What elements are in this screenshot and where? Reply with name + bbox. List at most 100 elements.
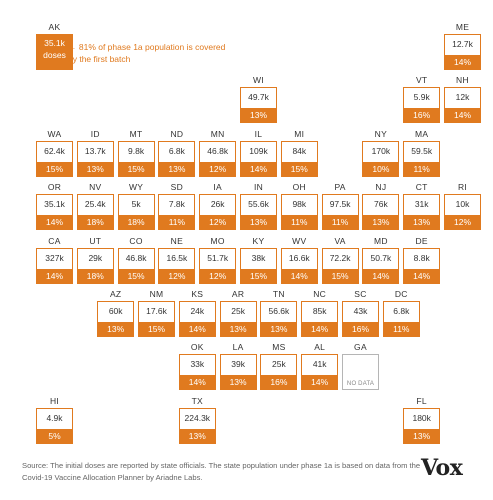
state-abbr-ne: NE bbox=[170, 235, 184, 246]
state-pct-ky: 15% bbox=[241, 268, 276, 283]
state-abbr-wa: WA bbox=[47, 128, 62, 139]
state-doses-hi: 4.9k bbox=[46, 412, 63, 423]
state-pct-pa: 11% bbox=[322, 215, 358, 230]
state-doses-az: 60k bbox=[108, 306, 123, 316]
state-abbr-nv: NV bbox=[89, 182, 102, 193]
state-doses-oh: 98k bbox=[292, 199, 307, 210]
state-abbr-ok: OK bbox=[190, 342, 204, 353]
state-doses-ky: 38k bbox=[251, 252, 266, 263]
state-doses-nd: 6.8k bbox=[168, 145, 185, 156]
state-doses-co: 46.8k bbox=[125, 252, 147, 263]
no-data-label: NO DATA bbox=[346, 381, 375, 388]
state-pct-vt: 16% bbox=[404, 108, 440, 123]
state-box-va: 72.2k 15% bbox=[321, 247, 359, 284]
state-abbr-wi: WI bbox=[253, 75, 264, 86]
state-abbr-fl: FL bbox=[416, 395, 427, 406]
state-abbr-nj: NJ bbox=[375, 182, 387, 193]
state-abbr-ca: CA bbox=[48, 235, 61, 246]
state-abbr-or: OR bbox=[47, 182, 62, 193]
state-abbr-mo: MO bbox=[210, 235, 225, 246]
state-abbr-md: MD bbox=[373, 235, 388, 246]
state-box-ca: 327k 14% bbox=[36, 247, 73, 284]
state-doses-in: 55.6k bbox=[248, 199, 269, 210]
state-doses-ct: 31k bbox=[414, 199, 429, 210]
state-pct-nh: 14% bbox=[445, 108, 480, 123]
state-box-wa: 62.4k 15% bbox=[36, 140, 73, 177]
state-doses-me: 12.7k bbox=[452, 39, 473, 49]
state-box-nd: 6.8k 13% bbox=[158, 140, 196, 177]
state-pct-mt: 15% bbox=[118, 161, 154, 176]
state-pct-wa: 15% bbox=[37, 161, 72, 176]
state-box-la: 39k 13% bbox=[219, 354, 257, 391]
state-box-sd: 7.8k 11% bbox=[158, 194, 196, 231]
state-abbr-ky: KY bbox=[252, 235, 265, 246]
state-box-ga: NO DATA bbox=[342, 354, 379, 391]
state-doses-va: 72.2k bbox=[329, 252, 351, 263]
state-doses-la: 39k bbox=[231, 359, 245, 370]
state-abbr-ri: RI bbox=[457, 182, 468, 193]
state-pct-co: 15% bbox=[118, 268, 154, 283]
state-doses-tx: 224.3k bbox=[184, 412, 211, 423]
state-doses-nm: 17.6k bbox=[146, 306, 167, 316]
state-pct-in: 13% bbox=[241, 215, 276, 230]
state-pct-nd: 13% bbox=[159, 161, 195, 176]
state-pct-or: 14% bbox=[37, 215, 72, 230]
state-doses-pa: 97.5k bbox=[329, 199, 351, 210]
state-pct-nc: 14% bbox=[302, 322, 338, 336]
state-doses-sd: 7.8k bbox=[168, 199, 185, 210]
state-pct-mi: 15% bbox=[281, 161, 317, 176]
state-abbr-ak: AK bbox=[48, 22, 61, 32]
state-pct-hi: 5% bbox=[37, 428, 72, 443]
state-box-ny: 170k 10% bbox=[362, 140, 400, 177]
state-box-nc: 85k 14% bbox=[301, 301, 339, 337]
state-doses-de: 8.8k bbox=[413, 252, 430, 263]
state-box-vt: 5.9k 16% bbox=[403, 87, 441, 124]
state-doses-wa: 62.4k bbox=[44, 145, 65, 156]
state-pct-al: 14% bbox=[302, 375, 338, 390]
state-pct-la: 13% bbox=[220, 375, 256, 390]
state-abbr-mn: MN bbox=[210, 128, 225, 139]
state-doses-dc: 6.8k bbox=[393, 306, 410, 316]
state-box-mo: 51.7k 12% bbox=[199, 247, 237, 284]
state-pct-me: 14% bbox=[445, 55, 480, 69]
state-box-ak: 35.1k doses bbox=[36, 34, 73, 70]
state-doses-sc: 43k bbox=[353, 306, 368, 316]
state-pct-nj: 13% bbox=[363, 215, 399, 230]
state-abbr-nc: NC bbox=[313, 289, 327, 299]
state-box-wv: 16.6k 14% bbox=[280, 247, 318, 284]
state-box-oh: 98k 11% bbox=[280, 194, 318, 231]
state-pct-va: 15% bbox=[322, 268, 358, 283]
state-abbr-mi: MI bbox=[294, 128, 305, 139]
state-box-tn: 56.6k 13% bbox=[260, 301, 298, 337]
state-pct-nv: 18% bbox=[77, 215, 113, 230]
state-doses-nj: 76k bbox=[374, 199, 388, 210]
state-doses-fl: 180k bbox=[412, 412, 431, 423]
state-pct-ia: 12% bbox=[200, 215, 236, 230]
state-box-ct: 31k 13% bbox=[403, 194, 441, 231]
state-box-nm: 17.6k 15% bbox=[138, 301, 175, 337]
state-abbr-ct: CT bbox=[415, 182, 428, 193]
state-pct-wi: 13% bbox=[241, 108, 276, 123]
state-abbr-tn: TN bbox=[272, 289, 285, 299]
state-pct-sc: 16% bbox=[343, 322, 378, 336]
state-pct-de: 14% bbox=[404, 268, 440, 283]
state-box-hi: 4.9k 5% bbox=[36, 407, 73, 444]
state-box-il: 109k 14% bbox=[240, 140, 277, 177]
state-doses-mt: 9.8k bbox=[128, 145, 145, 156]
state-abbr-co: CO bbox=[129, 235, 143, 246]
state-pct-ri: 12% bbox=[445, 215, 480, 230]
state-doses-ny: 170k bbox=[371, 145, 391, 156]
state-abbr-va: VA bbox=[334, 235, 346, 246]
doses-unit-label: doses bbox=[43, 50, 66, 60]
state-doses-nh: 12k bbox=[455, 92, 470, 103]
state-doses-al: 41k bbox=[312, 359, 327, 370]
state-pct-mo: 12% bbox=[200, 268, 236, 283]
state-doses-ak: 35.1k bbox=[44, 38, 65, 48]
state-doses-vt: 5.9k bbox=[413, 92, 430, 103]
state-abbr-al: AL bbox=[314, 342, 326, 353]
state-box-ri: 10k 12% bbox=[444, 194, 481, 231]
state-pct-ny: 10% bbox=[363, 161, 399, 176]
state-abbr-sd: SD bbox=[170, 182, 184, 193]
state-box-ne: 16.5k 12% bbox=[158, 247, 196, 284]
